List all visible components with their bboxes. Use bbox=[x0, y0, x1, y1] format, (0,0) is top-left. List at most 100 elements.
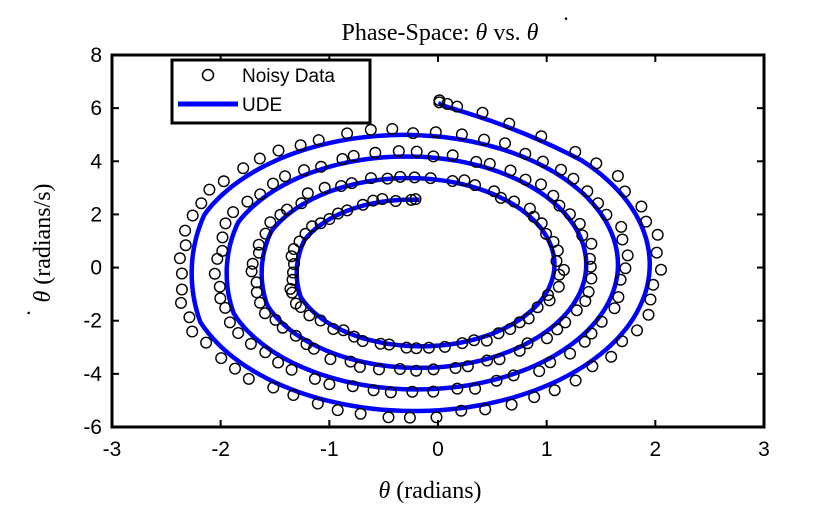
data-point-noisy bbox=[213, 280, 226, 293]
data-point-noisy bbox=[410, 145, 423, 158]
data-point-noisy bbox=[499, 137, 512, 150]
data-point-noisy bbox=[618, 185, 631, 198]
x-tick-label: -3 bbox=[103, 438, 122, 461]
data-point-noisy bbox=[578, 335, 591, 348]
data-point-noisy bbox=[252, 246, 265, 259]
data-point-noisy bbox=[409, 193, 422, 206]
data-point-noisy bbox=[614, 273, 627, 286]
data-point-noisy bbox=[287, 266, 300, 279]
data-point-noisy bbox=[356, 198, 369, 211]
data-point-noisy bbox=[513, 344, 526, 357]
y-tick-label: -2 bbox=[83, 310, 102, 333]
data-point-noisy bbox=[323, 378, 336, 391]
data-point-noisy bbox=[446, 149, 459, 162]
data-point-noisy bbox=[175, 283, 188, 296]
data-point-noisy bbox=[616, 233, 629, 246]
data-point-noisy bbox=[451, 100, 464, 113]
data-point-noisy bbox=[367, 384, 380, 397]
data-point-noisy bbox=[346, 380, 359, 393]
data-point-noisy bbox=[288, 258, 301, 271]
data-point-noisy bbox=[430, 411, 443, 424]
legend-label-ude: UDE bbox=[242, 95, 282, 116]
title-vs: vs. bbox=[487, 20, 526, 46]
data-point-noisy bbox=[535, 130, 548, 143]
data-point-noisy bbox=[551, 323, 564, 336]
data-point-noisy bbox=[186, 209, 199, 222]
data-point-noisy bbox=[536, 155, 549, 168]
data-point-noisy bbox=[535, 178, 548, 191]
data-point-noisy bbox=[642, 308, 655, 321]
data-point-noisy bbox=[503, 117, 516, 130]
data-point-noisy bbox=[179, 224, 192, 237]
data-point-noisy bbox=[429, 126, 442, 139]
y-tick-label: 8 bbox=[90, 44, 102, 67]
data-point-noisy bbox=[458, 174, 471, 187]
data-point-noisy bbox=[301, 187, 314, 200]
data-point-noisy bbox=[285, 250, 298, 263]
data-point-noisy bbox=[315, 160, 328, 173]
data-point-noisy bbox=[615, 220, 628, 233]
data-point-noisy bbox=[200, 336, 213, 349]
data-point-noisy bbox=[384, 386, 397, 399]
data-point-noisy bbox=[324, 353, 337, 366]
x-tick-label: 2 bbox=[649, 438, 661, 461]
title-prefix: Phase-Space: bbox=[342, 20, 476, 46]
data-point-noisy bbox=[195, 197, 208, 210]
data-point-noisy bbox=[563, 208, 576, 221]
data-point-noisy bbox=[289, 297, 302, 310]
data-point-noisy bbox=[208, 267, 221, 280]
data-point-noisy bbox=[581, 185, 594, 198]
data-point-noisy bbox=[279, 170, 292, 183]
chart-title: Phase-Space: θ vs. θ · bbox=[342, 6, 570, 46]
data-point-noisy bbox=[555, 163, 568, 176]
data-point-noisy bbox=[216, 231, 229, 244]
data-point-noisy bbox=[480, 334, 493, 347]
data-point-noisy bbox=[183, 311, 196, 324]
data-point-noisy bbox=[579, 295, 592, 308]
data-point-noisy bbox=[584, 260, 597, 273]
data-point-noisy bbox=[508, 195, 521, 208]
data-point-noisy bbox=[569, 374, 582, 387]
data-point-noisy bbox=[573, 217, 586, 230]
data-point-noisy bbox=[504, 323, 517, 336]
data-point-noisy bbox=[513, 316, 526, 329]
data-point-noisy bbox=[392, 145, 405, 158]
data-point-noisy bbox=[611, 169, 624, 182]
data-point-noisy bbox=[272, 144, 285, 157]
data-point-noisy bbox=[179, 239, 192, 252]
data-point-noisy bbox=[521, 337, 534, 350]
data-point-noisy bbox=[576, 229, 589, 242]
data-point-noisy bbox=[228, 362, 241, 375]
data-point-noisy bbox=[223, 316, 236, 329]
data-point-noisy bbox=[259, 227, 272, 240]
y-tick-label: -6 bbox=[83, 416, 102, 439]
data-point-noisy bbox=[640, 215, 653, 228]
data-point-noisy bbox=[655, 263, 668, 276]
data-point-noisy bbox=[488, 185, 501, 198]
data-point-noisy bbox=[369, 146, 382, 159]
data-point-noisy bbox=[481, 354, 494, 367]
data-point-noisy bbox=[287, 242, 300, 255]
y-axis-label: θ (radians/s) · bbox=[16, 183, 56, 316]
plot-content bbox=[173, 94, 668, 424]
data-point-noisy bbox=[553, 268, 566, 281]
data-point-noisy bbox=[281, 203, 294, 216]
data-point-noisy bbox=[389, 194, 402, 207]
data-point-noisy bbox=[245, 265, 258, 278]
data-point-noisy bbox=[519, 147, 532, 160]
data-point-noisy bbox=[519, 173, 532, 186]
data-point-noisy bbox=[186, 325, 199, 338]
data-point-noisy bbox=[548, 384, 561, 397]
legend-marker-noisy-data bbox=[201, 68, 215, 82]
data-point-noisy bbox=[479, 403, 492, 416]
data-point-noisy bbox=[592, 197, 605, 210]
data-point-noisy bbox=[550, 255, 563, 268]
data-point-noisy bbox=[535, 217, 548, 230]
data-point-noisy bbox=[335, 179, 348, 192]
data-point-noisy bbox=[253, 152, 266, 165]
data-point-noisy bbox=[406, 385, 419, 398]
data-point-noisy bbox=[455, 404, 468, 417]
data-point-noisy bbox=[469, 179, 482, 192]
svg-text:θ (radians): θ (radians) bbox=[378, 478, 481, 504]
